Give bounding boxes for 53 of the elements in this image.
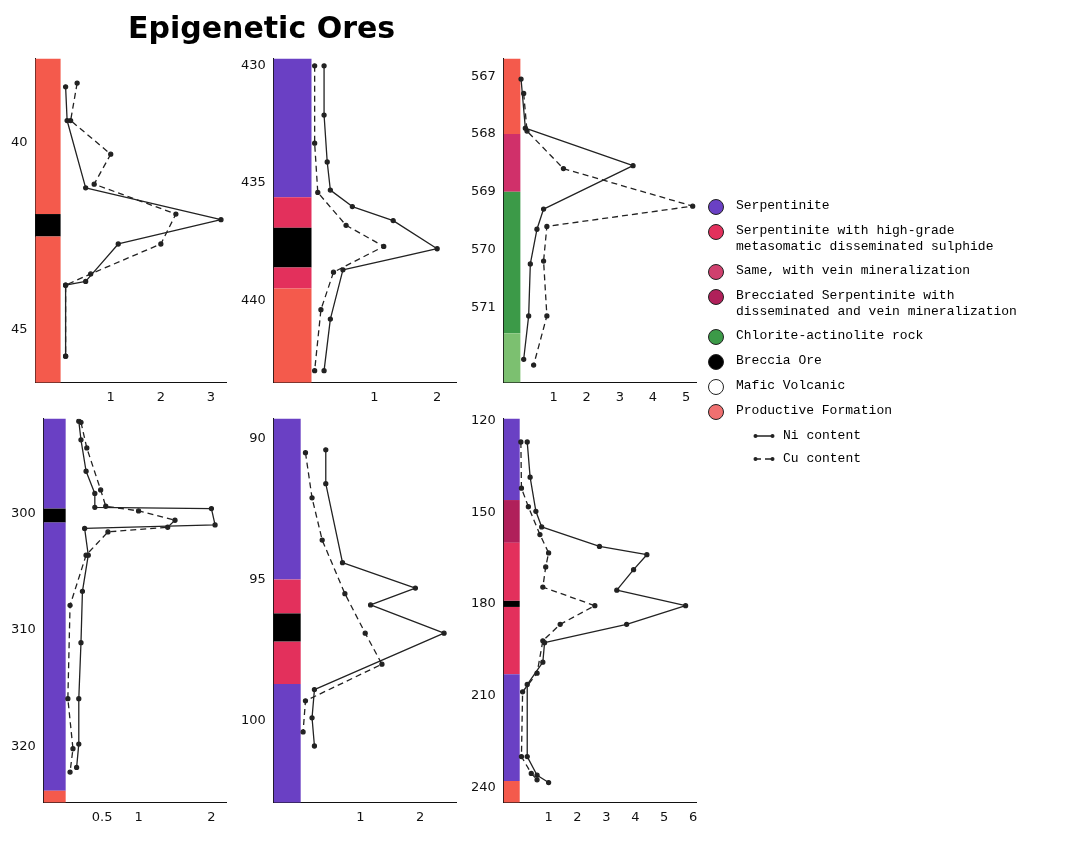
x-tick-label: 2 [573, 808, 582, 824]
y-tick-label: 240 [470, 778, 496, 794]
y-tick-label: 300 [10, 504, 36, 520]
x-tick-label: 0.5 [91, 808, 113, 824]
x-tick-label: 1 [106, 388, 115, 404]
x-tick-label: 1 [549, 388, 558, 404]
chart-title: Epigenetic Ores [127, 9, 397, 47]
y-tick-label: 569 [470, 183, 496, 199]
x-tick-label: 3 [615, 388, 624, 404]
category-label: Chlorite-actinolite rock [736, 328, 924, 344]
y-tick-label: 150 [470, 503, 496, 519]
x-tick-label: 1 [356, 808, 365, 824]
y-tick-label: 320 [10, 737, 36, 753]
x-tick-label: 1 [134, 808, 143, 824]
category-label: Productive Formation [736, 403, 893, 419]
x-tick-label: 3 [206, 388, 216, 404]
y-tick-label: 571 [470, 298, 496, 314]
x-tick-label: 2 [582, 388, 591, 404]
y-tick-label: 40 [11, 134, 28, 150]
y-tick-label: 570 [470, 240, 496, 256]
y-tick-label: 567 [470, 67, 496, 83]
x-tick-label: 5 [660, 808, 669, 824]
legend-label: Ni content [783, 428, 862, 443]
x-tick-label: 1 [370, 388, 379, 404]
y-tick-label: 440 [240, 291, 266, 307]
category-label: Mafic Volcanic [736, 378, 846, 394]
category-label: Serpentinite [736, 198, 830, 214]
x-tick-label: 4 [648, 388, 658, 404]
x-tick-label: 2 [416, 808, 425, 824]
y-tick-label: 120 [470, 412, 496, 428]
category-label: Breccia Ore [736, 353, 822, 369]
y-tick-label: 90 [249, 429, 266, 445]
x-tick-label: 2 [156, 388, 165, 404]
y-tick-label: 100 [240, 711, 266, 727]
y-tick-label: 568 [470, 125, 496, 141]
y-tick-label: 210 [470, 686, 496, 702]
x-tick-label: 4 [631, 808, 640, 824]
x-tick-label: 5 [681, 388, 691, 404]
x-tick-label: 1 [544, 808, 553, 824]
category-label: Serpentinite with high-grade metasomatic disseminated sulphide [736, 223, 995, 255]
x-tick-label: 2 [433, 388, 442, 404]
y-tick-label: 310 [10, 621, 36, 637]
y-tick-label: 95 [249, 570, 266, 586]
x-tick-label: 3 [602, 808, 611, 824]
category-label: Brecciated Serpentinite with disseminated and vein mineralization [736, 288, 1018, 320]
y-tick-label: 430 [240, 57, 266, 73]
y-tick-label: 45 [11, 321, 28, 337]
category-label: Same, with vein mineralization [736, 263, 971, 279]
y-tick-label: 180 [470, 595, 496, 611]
legend-label: Cu content [783, 451, 862, 466]
x-tick-label: 6 [688, 808, 698, 824]
y-tick-label: 435 [240, 174, 266, 190]
x-tick-label: 2 [207, 808, 216, 824]
